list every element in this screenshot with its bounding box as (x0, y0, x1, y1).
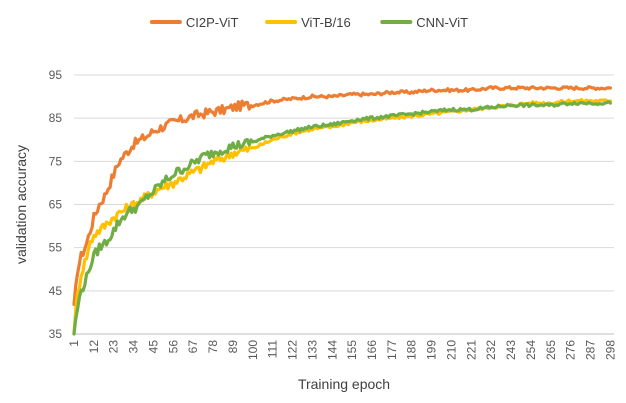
x-tick-label: 89 (226, 340, 240, 354)
x-tick-label: 45 (146, 340, 160, 354)
x-tick-label: 122 (286, 340, 300, 360)
x-tick-label: 210 (444, 340, 458, 360)
y-tick-label: 45 (49, 284, 63, 298)
x-tick-label: 1 (67, 340, 81, 347)
x-tick-label: 34 (127, 340, 141, 354)
series-line-cnn-vit (72, 100, 612, 336)
x-tick-label: 221 (464, 340, 478, 360)
x-tick-label: 265 (544, 340, 558, 360)
x-tick-label: 144 (325, 340, 339, 360)
x-tick-label: 188 (405, 340, 419, 360)
y-tick-label: 55 (49, 241, 63, 255)
x-tick-label: 12 (87, 340, 101, 354)
y-tick-label: 35 (49, 327, 63, 341)
x-tick-label: 67 (186, 340, 200, 354)
x-axis-title: Training epoch (298, 376, 390, 392)
y-tick-label: 95 (49, 68, 63, 82)
legend-label-ci2p-vit: CI2P-ViT (186, 15, 239, 30)
x-tick-label: 177 (385, 340, 399, 360)
y-axis-title: validation accuracy (13, 145, 29, 264)
x-tick-label: 56 (166, 340, 180, 354)
x-tick-label: 287 (584, 340, 598, 360)
x-tick-label: 199 (425, 340, 439, 360)
y-tick-label: 75 (49, 154, 63, 168)
x-tick-label: 23 (107, 340, 121, 354)
series-line-ci2p-vit (72, 85, 612, 306)
y-tick-label: 65 (49, 198, 63, 212)
x-tick-label: 111 (266, 340, 280, 359)
x-tick-label: 298 (603, 340, 617, 360)
legend-label-cnn-vit: CNN-ViT (416, 15, 468, 30)
series-line-vit-b-16 (72, 98, 612, 335)
x-tick-label: 133 (305, 340, 319, 360)
x-tick-label: 78 (206, 340, 220, 354)
x-tick-label: 232 (484, 340, 498, 360)
x-tick-label: 100 (246, 340, 260, 360)
x-tick-label: 254 (524, 340, 538, 360)
y-tick-label: 85 (49, 111, 63, 125)
legend-label-vit-b-16: ViT-B/16 (301, 15, 351, 30)
x-tick-label: 276 (564, 340, 578, 360)
x-tick-label: 243 (504, 340, 518, 360)
x-tick-label: 166 (365, 340, 379, 360)
x-tick-label: 155 (345, 340, 359, 360)
